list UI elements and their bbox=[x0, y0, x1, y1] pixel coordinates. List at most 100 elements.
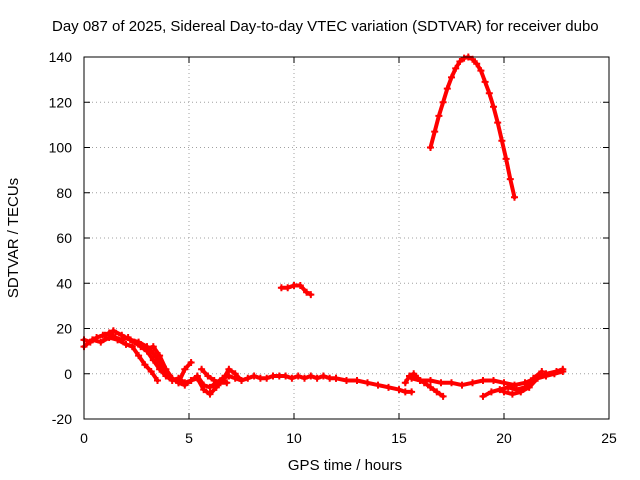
data-point bbox=[294, 372, 302, 380]
data-point bbox=[460, 54, 468, 62]
x-tick-label: 10 bbox=[286, 430, 302, 446]
data-point bbox=[282, 372, 290, 380]
series-track-f bbox=[198, 365, 231, 387]
y-tick-label: 60 bbox=[56, 230, 72, 246]
data-point bbox=[128, 343, 136, 351]
data-point bbox=[496, 386, 504, 394]
data-point bbox=[181, 381, 189, 389]
data-point bbox=[225, 365, 233, 373]
data-point bbox=[290, 282, 298, 290]
series-track-b bbox=[80, 334, 161, 385]
data-point bbox=[238, 377, 245, 385]
data-point bbox=[296, 282, 304, 290]
series-line bbox=[145, 344, 194, 385]
data-point bbox=[427, 377, 434, 385]
data-point bbox=[443, 85, 451, 93]
data-point bbox=[485, 89, 493, 97]
data-point bbox=[149, 343, 157, 351]
y-axis-label: SDTVAR / TECUs bbox=[5, 178, 22, 298]
data-point bbox=[534, 374, 542, 382]
y-tick-label: 140 bbox=[49, 49, 73, 65]
data-point bbox=[277, 284, 285, 292]
data-point bbox=[500, 388, 508, 396]
data-point bbox=[427, 383, 434, 391]
data-point bbox=[481, 78, 489, 86]
series-track-h bbox=[332, 374, 416, 396]
data-point bbox=[250, 372, 258, 380]
data-point bbox=[433, 388, 441, 396]
data-series bbox=[80, 53, 567, 400]
series-track-i bbox=[401, 370, 447, 400]
data-point bbox=[154, 377, 161, 385]
data-point bbox=[408, 388, 416, 396]
data-point bbox=[88, 336, 96, 344]
data-point bbox=[212, 383, 220, 391]
data-point bbox=[525, 383, 533, 391]
data-point bbox=[437, 379, 445, 387]
data-point bbox=[473, 60, 481, 68]
data-point bbox=[301, 374, 308, 382]
data-point bbox=[374, 381, 382, 389]
data-point bbox=[307, 372, 315, 380]
data-point bbox=[101, 331, 109, 339]
data-point bbox=[364, 379, 371, 387]
data-point bbox=[458, 381, 466, 389]
data-point bbox=[206, 390, 214, 398]
data-point bbox=[431, 128, 439, 136]
data-point bbox=[326, 374, 334, 382]
data-point bbox=[435, 112, 443, 120]
data-point bbox=[263, 374, 271, 382]
data-point bbox=[479, 377, 487, 385]
grid-lines bbox=[84, 57, 609, 419]
data-point bbox=[517, 388, 525, 396]
data-point bbox=[490, 103, 497, 111]
data-point bbox=[175, 379, 182, 387]
data-point bbox=[490, 377, 497, 385]
x-tick-label: 15 bbox=[391, 430, 407, 446]
data-point bbox=[479, 392, 487, 400]
data-point bbox=[181, 365, 189, 373]
data-point bbox=[200, 386, 208, 394]
series-track-g bbox=[277, 282, 315, 299]
data-point bbox=[395, 386, 403, 394]
data-point bbox=[494, 119, 502, 127]
data-point bbox=[439, 98, 447, 106]
x-axis-label: GPS time / hours bbox=[288, 457, 402, 474]
data-point bbox=[511, 193, 518, 201]
data-point bbox=[303, 288, 311, 296]
data-point bbox=[307, 291, 315, 299]
data-point bbox=[427, 144, 434, 151]
data-point bbox=[193, 374, 201, 382]
data-point bbox=[498, 137, 506, 145]
data-point bbox=[550, 370, 558, 378]
x-tick-label: 0 bbox=[80, 430, 88, 446]
data-point bbox=[217, 379, 224, 387]
data-point bbox=[506, 175, 514, 183]
data-point bbox=[223, 379, 231, 387]
data-point bbox=[487, 388, 495, 396]
data-point bbox=[168, 374, 176, 382]
data-point bbox=[210, 377, 218, 385]
x-tick-label: 25 bbox=[601, 430, 617, 446]
y-tick-label: -20 bbox=[52, 411, 72, 427]
y-tick-label: 100 bbox=[49, 140, 73, 156]
data-point bbox=[469, 379, 476, 387]
data-point bbox=[204, 372, 212, 380]
chart-title: Day 087 of 2025, Sidereal Day-to-day VTE… bbox=[52, 18, 599, 35]
series-track-m bbox=[427, 53, 518, 201]
series-track-l bbox=[500, 367, 567, 398]
data-point bbox=[162, 365, 170, 373]
data-point bbox=[269, 372, 277, 380]
y-tick-label: 0 bbox=[64, 366, 72, 382]
data-point bbox=[319, 372, 327, 380]
data-point bbox=[126, 336, 134, 344]
data-point bbox=[456, 58, 464, 66]
data-point bbox=[256, 374, 264, 382]
y-tick-label: 20 bbox=[56, 321, 72, 337]
data-point bbox=[448, 73, 455, 81]
data-point bbox=[500, 379, 508, 387]
data-point bbox=[231, 370, 239, 378]
data-point bbox=[343, 377, 350, 385]
data-point bbox=[118, 331, 126, 339]
data-point bbox=[244, 374, 252, 382]
